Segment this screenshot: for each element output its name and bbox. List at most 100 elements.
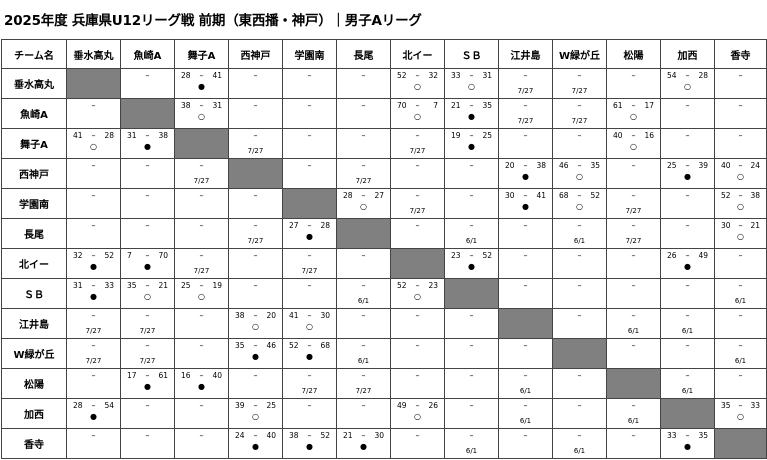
match-cell: – [606,338,661,369]
home-score: 61 [613,101,623,110]
score-dash: – [91,431,96,440]
score-dash: – [307,251,312,260]
match-cell: – [714,68,767,99]
score-dash: – [469,191,474,200]
result-mark: ● [252,352,259,361]
match-cell: – [174,308,229,339]
match-cell: – [660,338,715,369]
score-dash: – [307,311,312,320]
match-cell: – [444,158,499,189]
match-cell: – [66,428,121,459]
result-mark: ○ [306,322,313,331]
match-date: 6/1 [519,387,532,395]
home-score: 21 [343,431,353,440]
score-dash: – [523,251,528,260]
match-cell: – 7/27 [336,158,391,189]
match-cell: – 7/27 [552,68,607,99]
match-cell: – [174,188,229,219]
score-dash: – [469,311,474,320]
score-dash: – [361,71,366,80]
match-cell: – [498,218,553,249]
score-dash: – [523,401,528,410]
score-dash: – [738,161,743,170]
match-cell: – 7/27 [390,128,445,159]
result-mark: ○ [468,82,475,91]
home-score: 68 [559,191,569,200]
away-score: 46 [266,341,276,350]
score-dash: – [307,371,312,380]
away-score: 16 [644,131,654,140]
result-mark: ● [684,172,691,181]
score-dash: – [253,311,258,320]
home-score: 33 [667,431,677,440]
home-score: 7 [127,251,132,260]
score-dash: – [738,251,743,260]
score-dash: – [469,401,474,410]
match-cell: – [228,68,283,99]
score-dash: – [631,341,636,350]
row-team-name: 舞子A [1,128,67,159]
away-score: 25 [482,131,492,140]
score-dash: – [307,341,312,350]
away-score: 21 [750,221,760,230]
score-dash: – [469,371,474,380]
home-score: 20 [505,161,515,170]
match-cell: –17 61 ● [120,368,175,399]
result-mark: ● [90,292,97,301]
match-date: 6/1 [573,447,586,455]
match-cell: – [444,398,499,429]
match-cell: – [174,398,229,429]
team-name-header: チーム名 [1,39,67,69]
match-cell: –23 52 ● [444,248,499,279]
away-score: 7 [433,101,438,110]
score-dash: – [199,101,204,110]
away-score: 26 [428,401,438,410]
match-cell: –52 38 ○ [714,188,767,219]
score-dash: – [738,101,743,110]
away-score: 28 [698,71,708,80]
home-score: 28 [73,401,83,410]
match-cell: –33 35 ● [660,428,715,459]
away-score: 33 [104,281,114,290]
score-dash: – [91,131,96,140]
score-dash: – [523,161,528,170]
match-cell: –61 17 ○ [606,98,661,129]
result-mark: ○ [360,202,367,211]
home-score: 46 [559,161,569,170]
match-cell: – [228,248,283,279]
match-cell: –35 46 ● [228,338,283,369]
score-dash: – [145,281,150,290]
score-dash: – [685,431,690,440]
home-score: 24 [235,431,245,440]
match-date: 6/1 [681,327,694,335]
away-score: 35 [698,431,708,440]
match-cell: –32 52 ● [66,248,121,279]
away-score: 32 [428,71,438,80]
score-dash: – [415,281,420,290]
match-cell: – 6/1 [444,428,499,459]
match-cell: – [552,248,607,279]
score-dash: – [199,341,204,350]
match-cell: – 7/27 [174,248,229,279]
home-score: 52 [289,341,299,350]
score-dash: – [469,341,474,350]
home-score: 17 [127,371,137,380]
match-date: 6/1 [573,237,586,245]
score-dash: – [91,311,96,320]
match-cell: – 7/27 [552,98,607,129]
match-cell: – [390,158,445,189]
self-match-cell [606,368,661,399]
away-score: 24 [750,161,760,170]
match-cell: –26 49 ● [660,248,715,279]
match-cell: –30 21 ○ [714,218,767,249]
score-dash: – [415,131,420,140]
away-score: 41 [212,71,222,80]
match-cell: – 7/27 [228,128,283,159]
score-dash: – [577,371,582,380]
score-dash: – [685,341,690,350]
column-header: 加西 [660,39,715,69]
score-dash: – [415,431,420,440]
home-score: 27 [289,221,299,230]
self-match-cell [120,98,175,129]
score-dash: – [685,131,690,140]
